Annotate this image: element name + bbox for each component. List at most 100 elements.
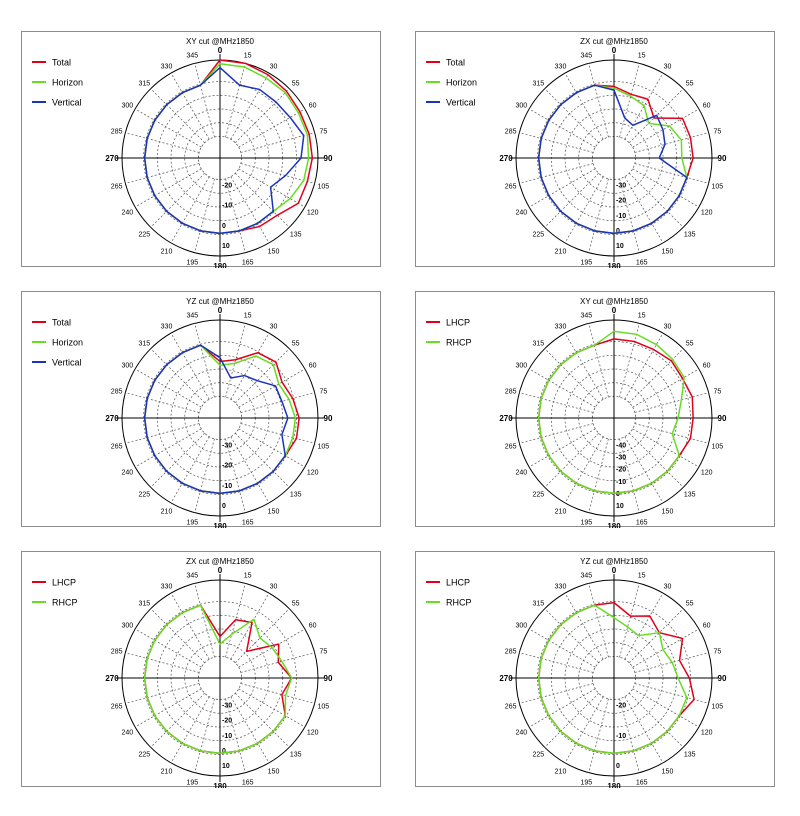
grid-spoke: [544, 608, 599, 663]
grid-spoke: [238, 108, 306, 148]
grid-spoke: [238, 428, 306, 468]
chart-title: ZX cut @MHz1850: [186, 557, 254, 566]
polar-grid: [510, 54, 718, 262]
grid-spoke: [544, 433, 599, 488]
grid-spoke: [230, 72, 270, 140]
grid-spoke: [528, 168, 596, 208]
angle-tick-label: 135: [290, 752, 302, 759]
angle-tick-label: 225: [532, 492, 544, 499]
grid-spoke: [528, 628, 596, 668]
angle-tick-label: 90: [718, 414, 727, 423]
grid-spoke: [230, 436, 270, 504]
radial-tick-label: -30: [222, 702, 232, 709]
grid-spoke: [632, 688, 700, 728]
grid-spoke: [225, 178, 246, 253]
legend: LHCP RHCP: [32, 578, 78, 608]
angle-tick-label: 345: [186, 313, 198, 320]
angle-tick-label: 195: [186, 519, 198, 526]
angle-tick-label: 75: [713, 128, 721, 135]
grid-spoke: [564, 592, 604, 660]
chart-panel-xy-2: XY cut @MHz1850 0 15 30 55 60 75 90 105 120 135 15…: [415, 291, 775, 528]
radial-tick-label: -10: [616, 733, 626, 740]
angle-tick-label: 55: [686, 340, 694, 347]
grid-spoke: [619, 438, 640, 513]
grid-spoke: [519, 652, 594, 673]
polar-chart-yz-2: YZ cut @MHz1850 0 15 30 55 60 75 90 105 120 135 15…: [426, 557, 727, 788]
angle-tick-label: 195: [186, 779, 198, 786]
chart-panel-yz-2: YZ cut @MHz1850 0 15 30 55 60 75 90 105 120 135 15…: [415, 551, 775, 788]
legend-label: Horizon: [52, 78, 83, 88]
grid-spoke: [624, 176, 664, 244]
angle-tick-label: 225: [138, 752, 150, 759]
angle-tick-label: 60: [309, 103, 317, 110]
radial-tick-label: -10: [616, 213, 626, 220]
angle-tick-label: 135: [290, 232, 302, 239]
radial-tick-label: -20: [222, 182, 232, 189]
angle-tick-label: 60: [703, 103, 711, 110]
grid-spoke: [235, 348, 290, 403]
radial-tick-label: -10: [616, 479, 626, 486]
polar-grid: [116, 314, 324, 522]
angle-tick-label: 90: [324, 414, 333, 423]
chart-panel-xy-1: XY cut @MHz1850 0 15 30 55 60 75 90 105 120 135 15…: [21, 31, 381, 268]
angle-tick-label: 265: [111, 184, 123, 191]
angle-tick-label: 105: [712, 444, 724, 451]
radial-tick-label: -20: [616, 702, 626, 709]
angle-tick-label: 265: [505, 704, 517, 711]
chart-panel-zx-2: ZX cut @MHz1850 0 15 30 55 60 75 90 105 120 135 15…: [21, 551, 381, 788]
grid-spoke: [634, 652, 709, 673]
angle-tick-label: 195: [580, 259, 592, 266]
legend: Total Horizon Vertical: [32, 318, 83, 368]
chart-title: XY cut @MHz1850: [186, 37, 255, 46]
polar-grid: [116, 54, 324, 262]
grid-spoke: [150, 608, 205, 663]
radial-tick-label: 10: [616, 503, 624, 510]
angle-tick-label: 120: [701, 210, 713, 217]
series-line-rhcp: [537, 330, 685, 495]
grid-spoke: [134, 368, 202, 408]
angle-tick-label: 120: [307, 470, 319, 477]
polar-grid: [510, 574, 718, 782]
angle-tick-label: 345: [186, 53, 198, 60]
angle-tick-label: 180: [213, 782, 227, 788]
angle-tick-label: 15: [244, 53, 252, 60]
angle-tick-label: 120: [701, 730, 713, 737]
angle-tick-label: 120: [307, 730, 319, 737]
angle-tick-label: 150: [268, 769, 280, 776]
polar-grid: [116, 574, 324, 782]
polar-chart-zx-2: ZX cut @MHz1850 0 15 30 55 60 75 90 105 120 135 15…: [32, 557, 333, 788]
grid-spoke: [619, 178, 640, 253]
angle-tick-label: 300: [121, 103, 133, 110]
legend-label: Total: [446, 58, 465, 68]
grid-spoke: [134, 628, 202, 668]
angle-tick-label: 55: [292, 80, 300, 87]
angle-tick-label: 330: [555, 63, 567, 70]
angle-tick-label: 150: [662, 509, 674, 516]
angle-tick-label: 345: [580, 313, 592, 320]
grid-spoke: [194, 178, 215, 253]
angle-tick-label: 240: [121, 730, 133, 737]
grid-spoke: [225, 438, 246, 513]
radial-tick-label: 10: [222, 763, 230, 770]
grid-spoke: [225, 63, 246, 138]
angle-tick-label: 75: [319, 648, 327, 655]
angle-tick-label: 55: [292, 340, 300, 347]
legend-label: Horizon: [446, 78, 477, 88]
angle-tick-label: 240: [121, 470, 133, 477]
angle-tick-label: 105: [318, 184, 330, 191]
angle-tick-label: 345: [580, 573, 592, 580]
radial-tick-label: -20: [222, 463, 232, 470]
angle-tick-label: 90: [718, 674, 727, 683]
grid-spoke: [240, 392, 315, 413]
radial-tick-label: 10: [616, 243, 624, 250]
angle-tick-label: 180: [213, 262, 227, 268]
grid-spoke: [634, 132, 709, 153]
grid-spoke: [544, 88, 599, 143]
legend: LHCP RHCP: [426, 318, 472, 348]
grid-spoke: [528, 688, 596, 728]
angle-tick-label: 315: [532, 600, 544, 607]
angle-tick-label: 300: [121, 623, 133, 630]
grid-spoke: [629, 433, 684, 488]
angle-tick-label: 180: [607, 782, 621, 788]
grid-spoke: [564, 436, 604, 504]
